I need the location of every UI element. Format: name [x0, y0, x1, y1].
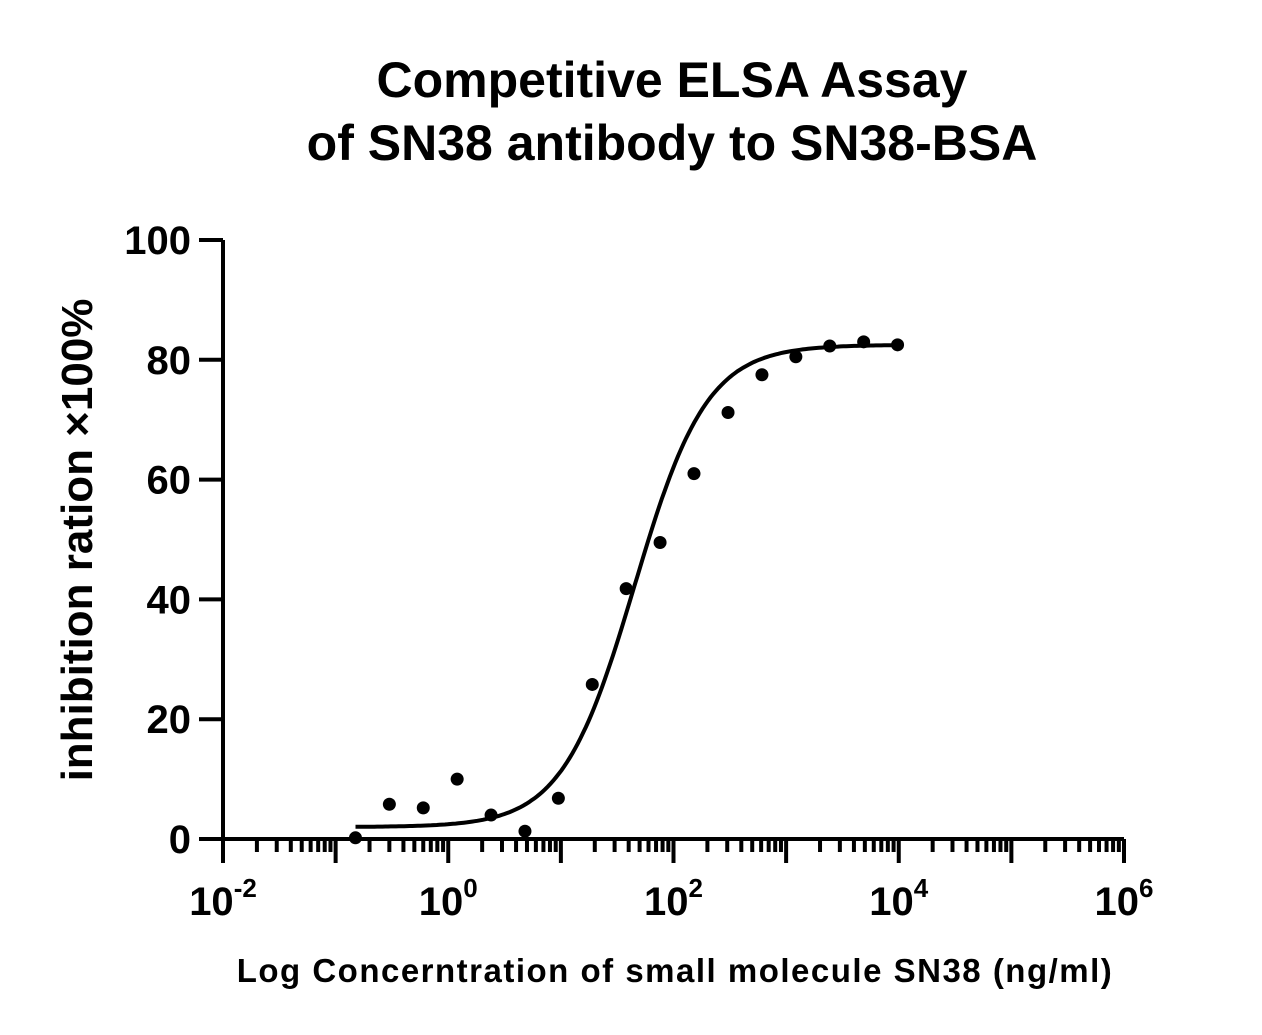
y-tick-label-40: 40 [147, 578, 192, 622]
x-tick-label: 100 [419, 873, 478, 924]
x-tick-label: 106 [1095, 873, 1154, 924]
data-point [619, 582, 633, 596]
y-tick-label-60: 60 [147, 459, 192, 503]
y-axis-ticks: 0 20 40 60 80 100 [124, 219, 223, 862]
chart-title-line-2: of SN38 antibody to SN38-BSA [307, 115, 1038, 171]
data-point [484, 808, 498, 822]
y-axis-label: inhibition ration ×100% [53, 299, 102, 782]
data-point [416, 801, 430, 815]
x-axis-label: Log Concerntration of small molecule SN3… [237, 952, 1114, 989]
data-point [687, 467, 701, 481]
data-point [823, 339, 837, 353]
data-point [721, 406, 735, 420]
data-point [891, 338, 905, 352]
y-tick-label-80: 80 [147, 339, 192, 383]
y-tick-label-20: 20 [147, 698, 192, 742]
data-point [382, 797, 396, 811]
data-point [789, 350, 803, 364]
x-tick-label: 104 [869, 873, 929, 924]
x-tick-label: 102 [644, 873, 703, 924]
data-point [348, 831, 362, 845]
axes [221, 240, 1124, 841]
y-tick-label-100: 100 [124, 219, 191, 263]
y-tick-label-0: 0 [169, 818, 191, 862]
data-point [518, 824, 532, 838]
data-point [585, 677, 599, 691]
data-point [450, 772, 464, 786]
x-axis-ticks: 10-2 100 102 104 106 [189, 839, 1153, 924]
data-point [755, 368, 769, 382]
chart-title-line-1: Competitive ELSA Assay [377, 52, 968, 108]
data-point [857, 335, 871, 349]
x-tick-label: 10-2 [189, 873, 257, 924]
data-point [653, 535, 667, 549]
fit-curve [355, 343, 898, 829]
data-point [551, 791, 565, 805]
data-points [348, 335, 905, 845]
